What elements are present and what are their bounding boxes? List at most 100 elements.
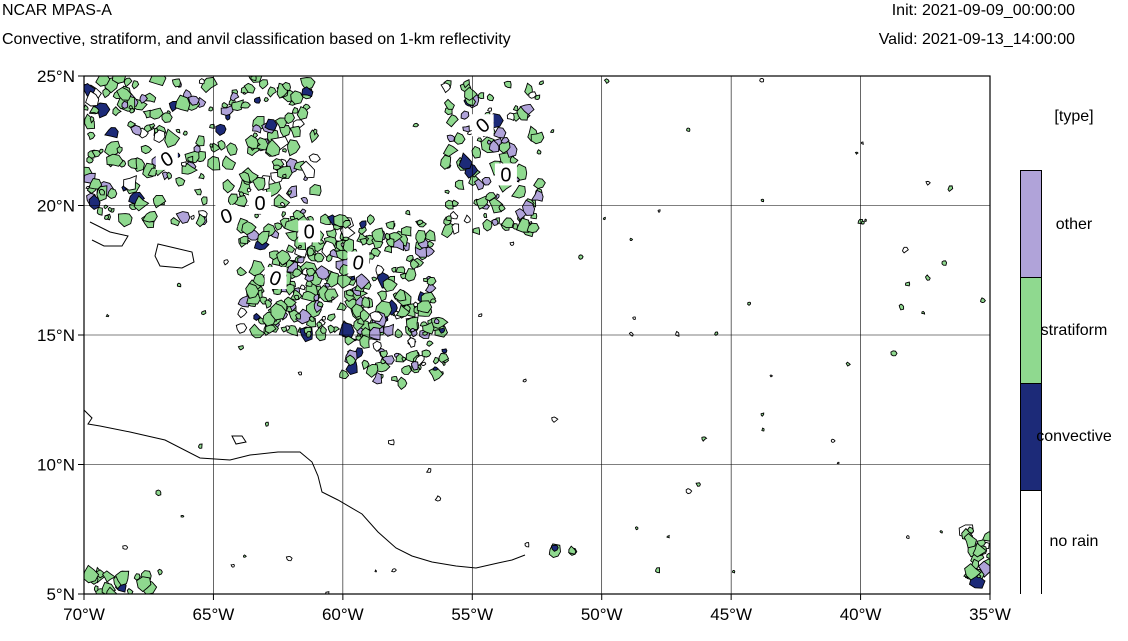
precip-cell <box>149 107 164 120</box>
precip-cell <box>747 301 752 306</box>
precip-cell <box>317 301 324 308</box>
precip-cell <box>182 130 188 136</box>
precip-cell <box>901 246 909 254</box>
precip-cell <box>237 295 251 308</box>
precip-cell <box>230 563 235 568</box>
precip-cell <box>383 323 395 337</box>
precip-cell <box>249 323 266 339</box>
precip-cell <box>359 237 368 246</box>
precip-cell <box>116 86 132 101</box>
precip-cell <box>164 128 181 148</box>
precip-cell <box>379 350 388 359</box>
precip-cell <box>425 467 432 473</box>
precip-cell <box>906 535 910 539</box>
precip-cell <box>297 256 305 264</box>
precip-cell <box>308 315 315 322</box>
precip-cell <box>301 290 317 303</box>
precip-cell <box>314 265 331 280</box>
precip-cell <box>395 266 406 274</box>
precip-cell <box>121 100 129 109</box>
precip-cell <box>530 189 544 202</box>
precip-cell <box>269 250 280 261</box>
precip-cell <box>290 90 304 105</box>
precip-cell <box>327 324 335 334</box>
precip-cell <box>102 570 116 583</box>
precip-cell <box>528 91 537 99</box>
precip-cell <box>485 192 497 202</box>
precip-cell <box>285 556 293 562</box>
precip-cell <box>299 77 316 91</box>
precip-cell <box>976 574 982 579</box>
precip-cell <box>187 155 194 163</box>
precip-cell <box>227 193 239 207</box>
precip-cell <box>281 173 287 179</box>
precip-cell <box>509 241 515 247</box>
precip-cell <box>432 366 439 371</box>
precip-cell <box>128 104 133 110</box>
precip-cell <box>129 108 135 114</box>
precip-cell <box>890 350 898 357</box>
precip-cell <box>714 331 719 336</box>
precip-cell <box>264 421 269 427</box>
precip-cell <box>187 95 200 106</box>
precip-cell <box>399 272 407 280</box>
precip-cell <box>305 331 312 338</box>
precip-cell <box>836 461 840 465</box>
precip-cell <box>170 217 181 227</box>
precip-cell <box>326 313 336 322</box>
precip-cell <box>201 310 207 316</box>
precip-cell <box>401 226 412 237</box>
precip-cell <box>964 563 982 581</box>
legend-label-convective: convective <box>1036 428 1112 445</box>
lon-tick-label: 45°W <box>710 605 752 624</box>
precip-cell <box>492 127 507 139</box>
contour-label-bg <box>155 147 178 170</box>
precip-cell <box>89 115 95 124</box>
precip-cell <box>445 199 454 210</box>
precip-cell <box>549 129 555 133</box>
precip-cells <box>84 76 990 594</box>
precip-cell <box>280 326 288 333</box>
precip-cell <box>244 134 259 149</box>
precip-cell <box>331 296 335 301</box>
precip-cell <box>325 228 337 239</box>
precip-cell <box>106 153 124 167</box>
precip-cell <box>981 531 990 542</box>
precip-cell <box>530 131 545 145</box>
precip-cell <box>369 311 383 322</box>
precip-cell <box>195 135 205 147</box>
precip-cell <box>385 237 395 248</box>
precip-cell <box>257 230 270 246</box>
legend-swatch-convective <box>1021 384 1041 491</box>
precip-cell <box>410 258 420 270</box>
precip-cell <box>440 154 452 170</box>
coastline <box>84 221 526 569</box>
precip-cell <box>107 187 118 200</box>
contour-label-bg <box>264 267 287 290</box>
contour-label-bg <box>471 114 494 137</box>
precip-cell <box>284 283 295 296</box>
precip-cell <box>760 412 765 417</box>
legend-swatch-no-rain <box>1021 491 1041 596</box>
precip-cell <box>924 274 931 281</box>
precip-cell <box>85 90 100 107</box>
precip-cell <box>422 321 435 335</box>
precip-cell <box>769 374 774 378</box>
precip-cell <box>450 210 459 220</box>
precip-cell <box>433 317 440 324</box>
precip-cell <box>131 80 140 90</box>
precip-cell <box>324 288 339 302</box>
precip-cell <box>291 106 299 114</box>
precip-cell <box>148 76 167 87</box>
precip-cell <box>264 299 273 309</box>
precip-cell <box>407 337 416 348</box>
precip-cell <box>483 212 488 218</box>
plot-subtitle: Convective, stratiform, and anvil classi… <box>2 31 511 48</box>
precip-cell <box>112 106 122 117</box>
precip-cell <box>306 247 315 257</box>
precip-cell <box>312 128 318 136</box>
precip-cell <box>198 443 203 449</box>
precip-cell <box>526 222 540 234</box>
precip-cell <box>237 345 245 351</box>
precip-cell <box>314 252 325 263</box>
